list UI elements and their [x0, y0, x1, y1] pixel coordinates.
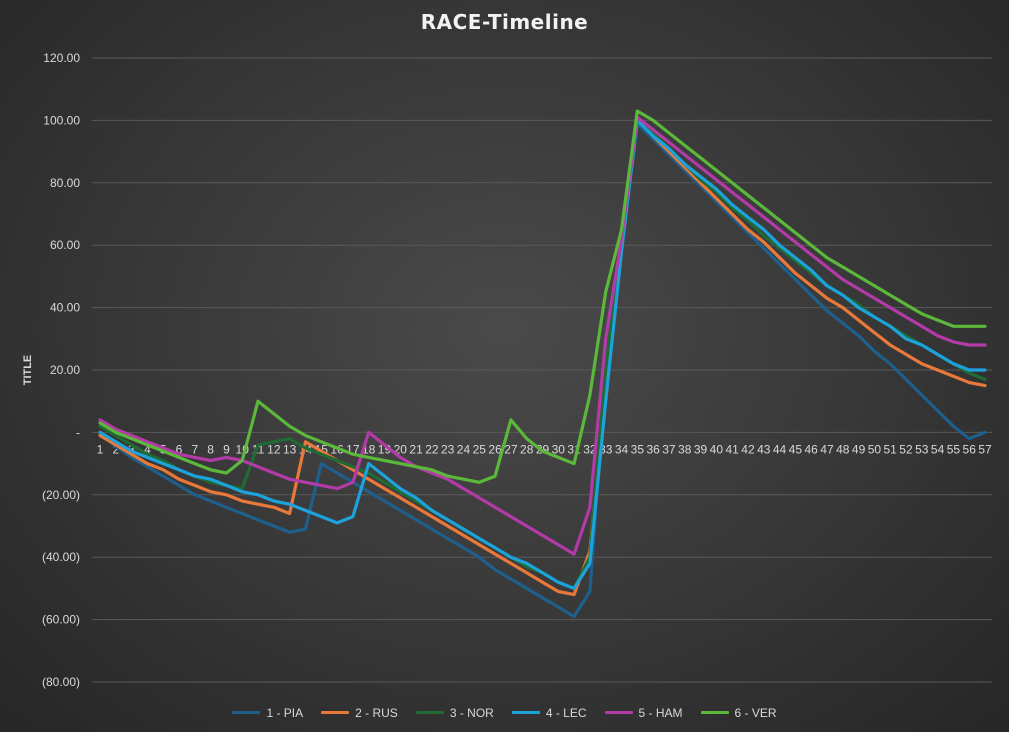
x-tick-label: 51 — [883, 442, 897, 456]
y-tick-label: 100.00 — [43, 113, 80, 127]
x-tick-label: 26 — [488, 442, 502, 456]
legend-label: 2 - RUS — [355, 705, 398, 720]
legend-swatch — [700, 711, 729, 714]
chart-title: RACE-Timeline — [420, 10, 589, 34]
x-tick-label: 55 — [947, 442, 961, 456]
x-tick-label: 35 — [631, 442, 645, 456]
x-tick-label: 23 — [441, 442, 455, 456]
x-tick-label: 1 — [97, 442, 104, 456]
y-tick-label: 120.00 — [43, 51, 80, 65]
x-tick-label: 53 — [915, 442, 929, 456]
legend-item: 1 - PIA — [232, 706, 303, 720]
x-tick-label: 8 — [207, 442, 214, 456]
x-tick-label: 21 — [409, 442, 423, 456]
legend-swatch — [511, 711, 540, 714]
series-line-lec — [98, 118, 987, 591]
series-line-rus — [98, 115, 987, 597]
y-tick-label: - — [76, 425, 80, 439]
legend-swatch — [321, 711, 350, 714]
x-tick-label: 46 — [804, 442, 818, 456]
x-tick-label: 28 — [520, 442, 534, 456]
x-tick-label: 30 — [552, 442, 566, 456]
legend-item: 4 - LEC — [511, 705, 587, 720]
x-tick-label: 48 — [836, 442, 850, 456]
legend-swatch — [232, 711, 261, 714]
x-tick-label: 24 — [457, 442, 471, 456]
legend-item: 3 - NOR — [415, 705, 494, 720]
x-tick-label: 12 — [267, 442, 281, 456]
x-tick-label: 41 — [725, 442, 739, 456]
x-tick-label: 7 — [191, 442, 198, 456]
series-line-nor — [98, 115, 987, 591]
series-line-pia — [98, 121, 987, 619]
x-tick-label: 38 — [678, 442, 692, 456]
x-tick-label: 27 — [504, 442, 518, 456]
legend-label: 4 - LEC — [545, 705, 587, 720]
series-line-ham — [98, 115, 987, 556]
y-tick-label: (80.00) — [42, 675, 80, 689]
y-tick-label: 20.00 — [50, 363, 80, 377]
y-tick-label: 40.00 — [50, 301, 80, 315]
x-tick-label: 56 — [963, 442, 977, 456]
legend-label: 6 - VER — [734, 705, 777, 720]
legend-swatch — [604, 711, 633, 714]
x-tick-label: 37 — [662, 442, 676, 456]
x-tick-label: 50 — [868, 442, 882, 456]
y-tick-label: 80.00 — [50, 176, 80, 190]
x-tick-label: 57 — [978, 442, 992, 456]
x-tick-label: 34 — [615, 442, 629, 456]
x-tick-label: 49 — [852, 442, 866, 456]
x-tick-label: 45 — [789, 442, 803, 456]
x-tick-label: 40 — [710, 442, 724, 456]
x-tick-label: 36 — [646, 442, 660, 456]
legend-label: 5 - HAM — [638, 705, 683, 720]
y-tick-label: 60.00 — [50, 238, 80, 252]
y-tick-label: (40.00) — [42, 550, 80, 564]
series-line-ver — [98, 109, 987, 484]
x-tick-label: 13 — [283, 442, 297, 456]
y-tick-label: (60.00) — [42, 613, 80, 627]
legend-item: 5 - HAM — [604, 705, 683, 720]
legend-item: 2 - RUS — [321, 706, 398, 720]
x-tick-label: 6 — [176, 442, 183, 456]
legend-item: 6 - VER — [700, 705, 777, 720]
x-tick-label: 43 — [757, 442, 771, 456]
legend-label: 1 - PIA — [266, 705, 304, 720]
x-tick-label: 42 — [741, 442, 755, 456]
x-tick-label: 22 — [425, 442, 439, 456]
x-tick-label: 4 — [144, 442, 151, 456]
legend-swatch — [415, 711, 444, 714]
x-tick-label: 2 — [112, 442, 119, 456]
x-tick-label: 52 — [899, 442, 913, 456]
x-tick-label: 44 — [773, 442, 787, 456]
legend-label: 3 - NOR — [449, 705, 494, 720]
x-tick-label: 9 — [223, 442, 230, 456]
x-tick-label: 47 — [820, 442, 834, 456]
x-tick-label: 25 — [473, 442, 487, 456]
x-tick-label: 54 — [931, 442, 945, 456]
y-tick-label: (20.00) — [42, 488, 80, 502]
x-tick-label: 39 — [694, 442, 708, 456]
legend: 1 - PIA 2 - RUS 3 - NOR 4 - LEC 5 - HAM 6 - V… — [0, 703, 1009, 720]
